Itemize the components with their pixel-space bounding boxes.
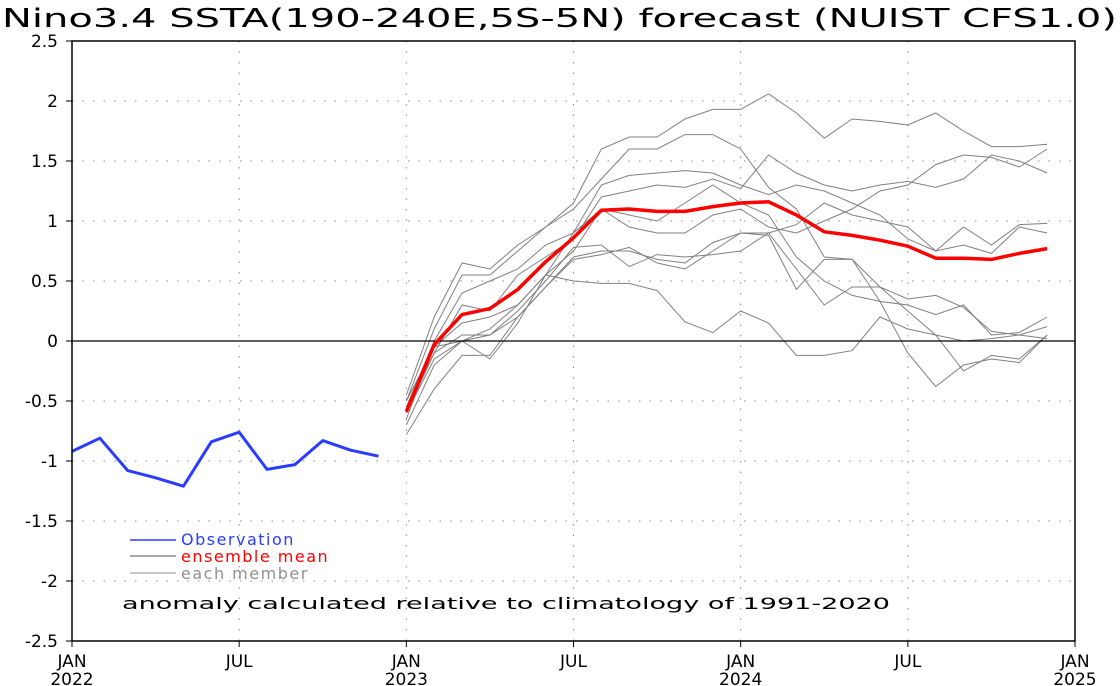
member-line-7 (405, 202, 1048, 426)
member-line-8 (405, 232, 1048, 408)
x-tick-month-label: JUL (225, 652, 253, 672)
x-tick-month-label: JAN (56, 652, 86, 672)
y-tick-label: 1 (47, 212, 58, 232)
y-tick-label: 2.5 (31, 32, 58, 52)
member-lines (405, 93, 1048, 435)
x-tick-month-label: JUL (893, 652, 921, 672)
legend-member-label: each member (181, 564, 309, 583)
y-tick-label: -2.5 (25, 632, 58, 652)
observation-line-group (71, 430, 379, 488)
y-tick-label: 2 (47, 92, 58, 112)
x-tick-month-label: JAN (391, 652, 421, 672)
ensemble-mean-line-group (404, 200, 1048, 413)
x-tick-year-label: 2025 (1053, 670, 1096, 686)
member-line-6 (405, 148, 1048, 414)
x-tick-month-label: JAN (725, 652, 755, 672)
legend-mean-label: ensemble mean (181, 547, 329, 566)
member-line-3 (405, 170, 1048, 408)
x-tick-year-label: 2024 (719, 670, 762, 686)
ensemble-mean-line (404, 200, 1048, 413)
member-line-1 (405, 93, 1048, 396)
axes (66, 40, 1076, 647)
legend: Observation ensemble mean each member an… (122, 530, 890, 613)
y-tick-label: 0.5 (31, 272, 58, 292)
observation-line (71, 430, 379, 488)
y-tick-label: -0.5 (25, 392, 58, 412)
member-line-4 (405, 154, 1048, 414)
y-tick-label: -1.5 (25, 512, 58, 532)
climatology-annotation: anomaly calculated relative to climatolo… (122, 594, 890, 613)
x-tick-month-label: JAN (1059, 652, 1089, 672)
member-line-2 (405, 134, 1048, 402)
x-tick-year-label: 2022 (50, 670, 93, 686)
member-line-9 (405, 274, 1048, 402)
legend-observation-label: Observation (181, 530, 295, 549)
member-line-5 (405, 184, 1048, 420)
y-tick-label: 1.5 (31, 152, 58, 172)
chart-title: Nino3.4 SSTA(190-240E,5S-5N) forecast (N… (2, 4, 1117, 34)
y-tick-label: -2 (41, 572, 58, 592)
y-tick-label: -1 (41, 452, 58, 472)
member-line-10 (405, 232, 1048, 435)
x-tick-month-label: JUL (559, 652, 587, 672)
x-tick-year-label: 2023 (385, 670, 428, 686)
y-tick-label: 0 (47, 332, 58, 352)
